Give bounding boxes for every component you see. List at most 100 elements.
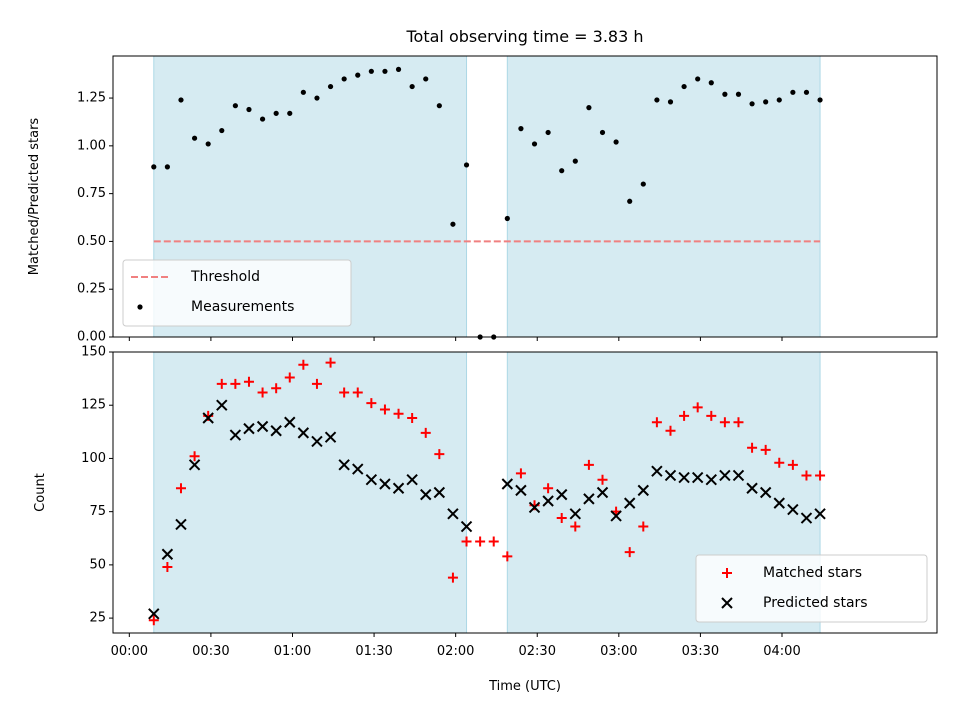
measurement-point (722, 91, 728, 97)
predicted-star-point (814, 508, 826, 520)
measurement-point (300, 89, 306, 95)
matched-star-point (502, 551, 513, 562)
top-y-axis-label: Matched/Predicted stars (27, 118, 42, 276)
predicted-star-point (148, 608, 160, 620)
measurement-point (219, 127, 225, 134)
predicted-star-point (515, 484, 527, 497)
measurement-point (817, 97, 823, 103)
predicted-star-point (583, 493, 595, 505)
measurement-point (151, 164, 157, 170)
matched-star-point (815, 470, 826, 481)
top-legend-box (122, 259, 352, 327)
measurement-point (232, 103, 238, 109)
measurement-point (450, 221, 456, 227)
matched-star-point (706, 410, 717, 421)
predicted-star-point (651, 465, 663, 477)
matched-star-point (189, 451, 200, 462)
measurement-point (327, 83, 334, 90)
matched-star-point (556, 513, 567, 524)
matched-star-point (393, 408, 404, 419)
matched-star-point (407, 412, 418, 423)
bottom-y-tick-label: 150 (81, 345, 106, 360)
measurement-point (640, 181, 646, 187)
matched-star-point (679, 410, 690, 421)
measurement-point (355, 72, 361, 78)
predicted-star-point (773, 497, 785, 509)
predicted-star-point (270, 425, 282, 437)
measurement-point (667, 99, 674, 105)
measurement-point (735, 91, 742, 97)
predicted-star-point (297, 427, 310, 439)
matched-star-point (787, 459, 798, 470)
predicted-star-point (311, 435, 323, 448)
bottom-y-tick-label: 75 (89, 504, 106, 519)
matched-star-point (651, 417, 662, 428)
predicted-star-point (379, 478, 391, 490)
observing-window-1-0 (153, 351, 468, 634)
measurement-point (545, 129, 551, 136)
top-y-tick-label: 0.75 (77, 186, 106, 201)
measurement-point (749, 101, 755, 107)
predicted-star-point (596, 486, 609, 499)
x-axis-label: Time (UTC) (488, 679, 561, 694)
predicted-star-point (202, 412, 214, 424)
predicted-star-point (528, 501, 541, 514)
predicted-star-point (338, 459, 350, 471)
predicted-star-point (324, 431, 337, 443)
measurement-point (613, 139, 619, 145)
measurement-point (790, 89, 796, 95)
top-y-tick-label: 0.00 (77, 330, 106, 345)
measurement-point (178, 97, 184, 103)
top-y-tick-label: 0.25 (77, 282, 106, 297)
predicted-star-point (243, 422, 255, 435)
predicted-star-point (691, 471, 704, 484)
matched-star-point (774, 457, 785, 468)
legend-measurements-swatch (137, 304, 143, 310)
bottom-legend-box (695, 554, 928, 623)
predicted-star-point (759, 486, 772, 499)
predicted-star-point (433, 486, 446, 499)
predicted-star-point (664, 469, 677, 482)
matched-star-point (543, 483, 554, 494)
measurement-point (191, 135, 198, 141)
predicted-star-point (800, 512, 813, 524)
predicted-star-point (420, 488, 432, 501)
matched-star-point (638, 521, 649, 532)
matched-star-point (311, 378, 322, 389)
matched-star-point (243, 376, 254, 387)
observing-window-0-1 (506, 55, 821, 338)
predicted-star-point (175, 518, 187, 531)
matched-star-point (692, 402, 703, 413)
matched-star-point (420, 427, 431, 438)
measurement-point (518, 126, 524, 132)
predicted-star-point (746, 482, 758, 494)
matched-star-point (665, 425, 676, 436)
predicted-star-point (447, 508, 459, 520)
measurement-point (436, 103, 442, 109)
matched-star-point (257, 387, 268, 398)
matched-star-point (515, 468, 526, 479)
legend-threshold-label: Threshold (190, 269, 260, 285)
predicted-star-point (623, 497, 636, 509)
predicted-star-point (678, 471, 690, 484)
predicted-star-point (392, 482, 405, 494)
x-tick-label: 03:30 (682, 644, 719, 659)
matched-star-point (624, 547, 635, 558)
bottom-plot-frame (112, 351, 938, 634)
predicted-star-point (569, 508, 582, 520)
predicted-star-point (787, 503, 799, 516)
measurement-point (246, 106, 252, 113)
matched-star-point (747, 442, 758, 453)
measurement-point (368, 68, 374, 74)
measurement-point (273, 110, 279, 116)
bottom-y-axis-label: Count (33, 473, 48, 512)
measurement-point (586, 105, 592, 111)
measurement-point (599, 129, 606, 136)
matched-star-point (733, 417, 744, 428)
matched-star-point (570, 521, 581, 532)
predicted-star-point (188, 459, 201, 471)
x-tick-label: 01:00 (274, 644, 311, 659)
matched-star-point (760, 444, 771, 455)
top-y-tick-label: 0.50 (77, 234, 106, 249)
